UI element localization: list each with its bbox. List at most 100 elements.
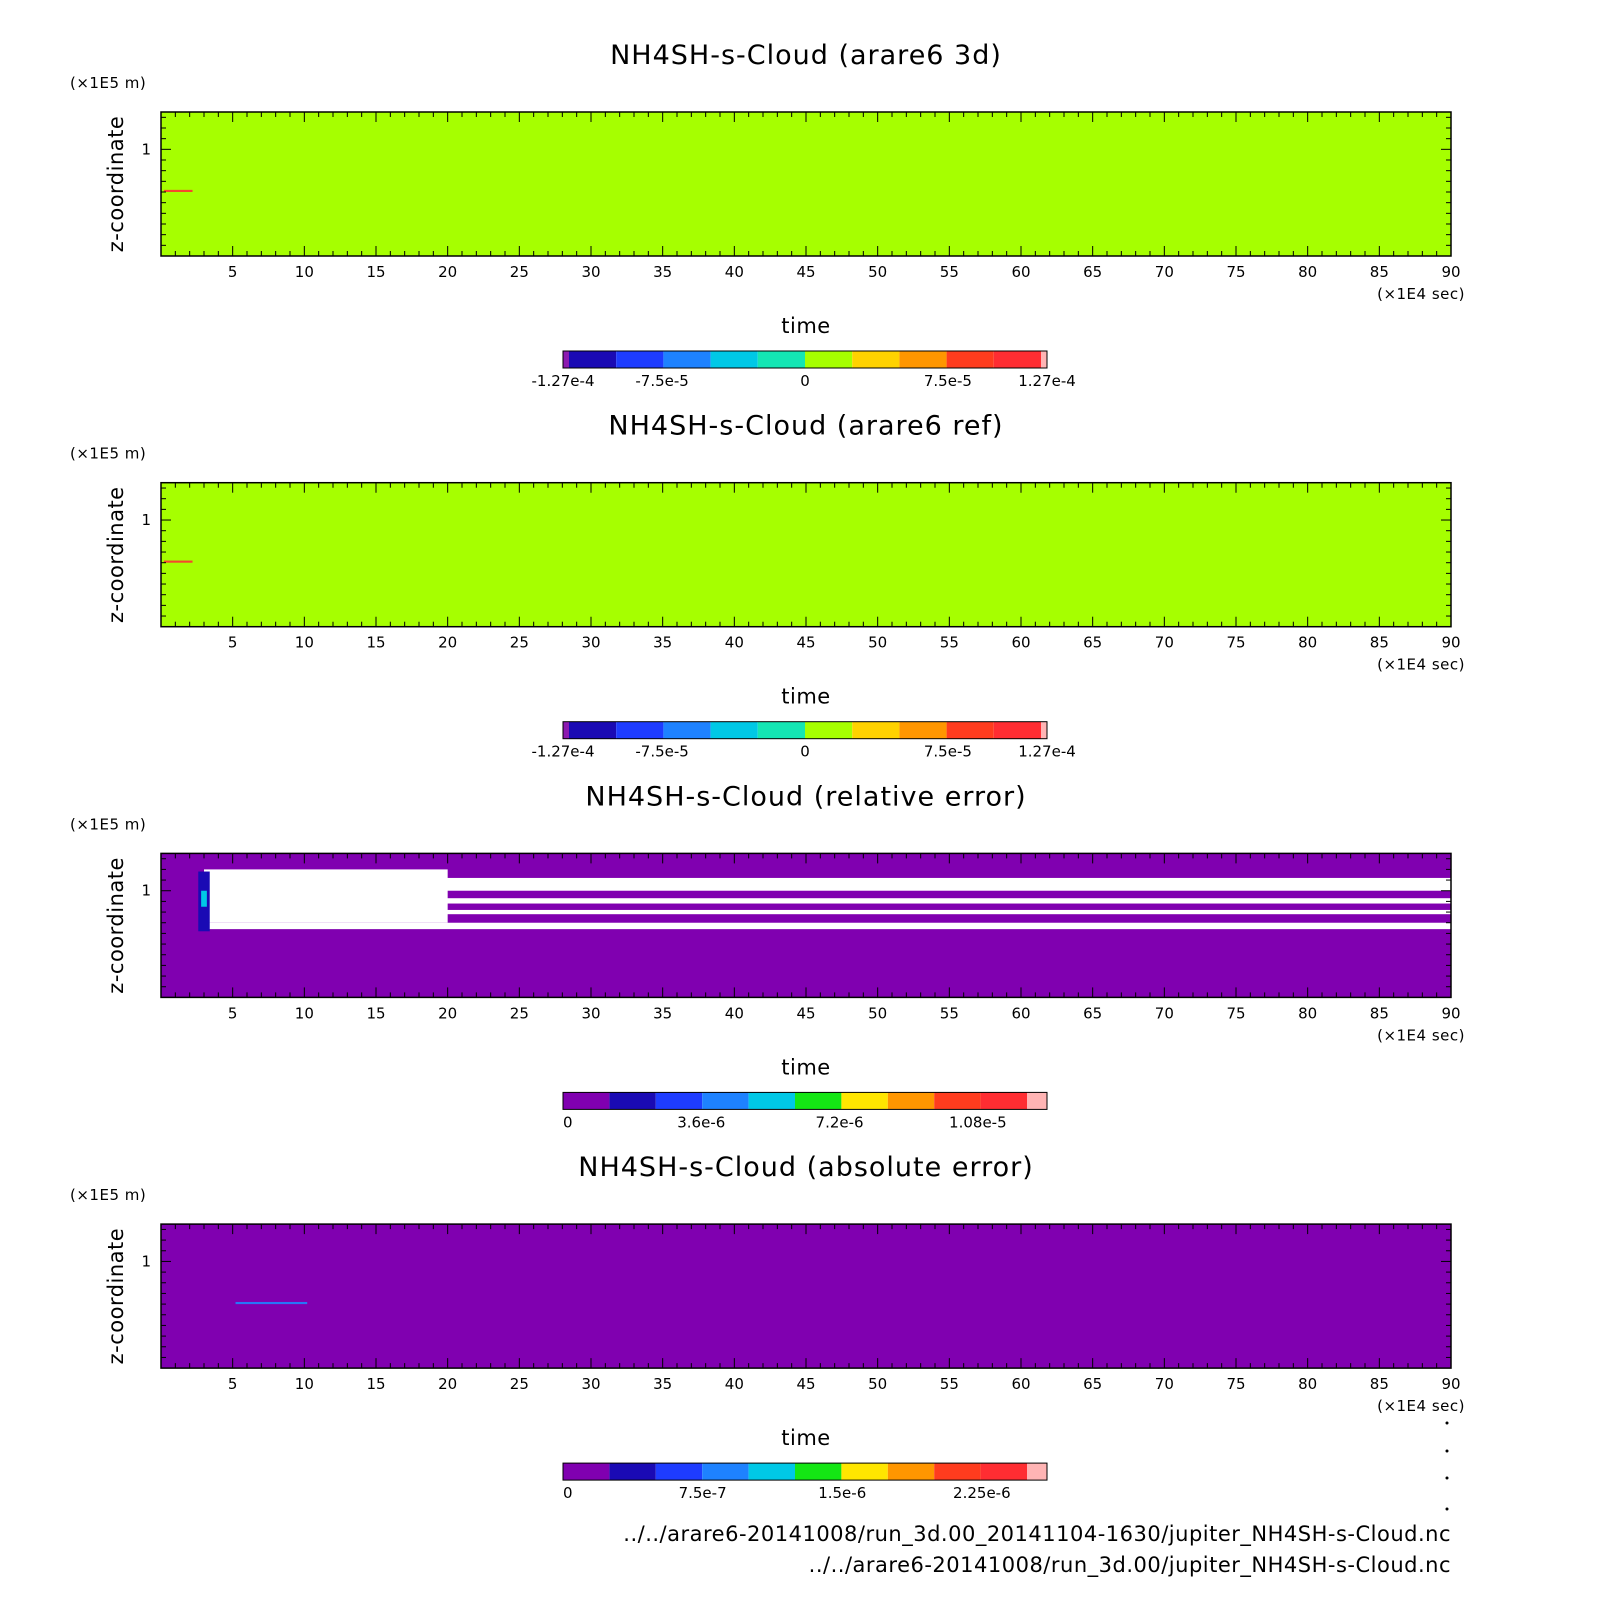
- colorbar-label: -1.27e-4: [532, 372, 595, 390]
- colorbar-swatch: [609, 1092, 656, 1110]
- data-region-1: [163, 560, 193, 563]
- x-tick-label: 85: [1370, 1375, 1389, 1393]
- colorbar-swatch: [934, 1463, 981, 1481]
- colorbar-swatch: [748, 1092, 795, 1110]
- x-unit-label: (×1E4 sec): [1377, 1397, 1465, 1415]
- y-unit-label: (×1E5 m): [70, 1186, 146, 1204]
- colorbar-swatch: [1041, 351, 1047, 368]
- x-tick-label: 50: [868, 634, 887, 652]
- colorbar-label: 1.27e-4: [1018, 372, 1076, 390]
- colorbar-swatch: [993, 351, 1041, 368]
- colorbar-swatch: [841, 1463, 888, 1481]
- x-tick-label: 5: [228, 263, 238, 281]
- x-tick-label: 65: [1083, 1375, 1102, 1393]
- x-tick-label: 75: [1226, 1004, 1245, 1022]
- x-tick-label: 75: [1226, 634, 1245, 652]
- panel-3: NH4SH-s-Cloud (relative error) (×1E5 m) z-…: [70, 781, 1465, 1131]
- x-tick-label: 40: [725, 634, 744, 652]
- x-tick-label: 25: [510, 1004, 529, 1022]
- colorbar-swatch: [710, 721, 758, 739]
- colorbar-swatch: [887, 1463, 935, 1481]
- x-tick-label: 70: [1155, 634, 1174, 652]
- y-unit-label: (×1E5 m): [70, 815, 146, 833]
- x-tick-label: 80: [1298, 634, 1317, 652]
- x-tick-label: 45: [796, 1004, 815, 1022]
- x-tick-label: 65: [1083, 1004, 1102, 1022]
- x-tick-label: 20: [438, 1004, 457, 1022]
- x-unit-label: (×1E4 sec): [1377, 656, 1465, 674]
- colorbar-swatch: [934, 1092, 981, 1110]
- x-tick-label: 20: [438, 263, 457, 281]
- x-tick-label: 55: [940, 634, 959, 652]
- x-tick-label: 70: [1155, 1375, 1174, 1393]
- colorbar-swatch: [946, 351, 994, 368]
- colorbar-swatch: [852, 351, 900, 368]
- x-tick-label: 40: [725, 1375, 744, 1393]
- y-tick-label: 1: [141, 1252, 151, 1270]
- plot-field: [161, 112, 1451, 256]
- panel-4: NH4SH-s-Cloud (absolute error) (×1E5 m) z-…: [70, 1152, 1465, 1502]
- source-path-2: ../../arare6-20141008/run_3d.00/jupiter_…: [809, 1553, 1451, 1578]
- chart-title: NH4SH-s-Cloud (arare6 3d): [610, 40, 1002, 71]
- x-tick-label: 40: [725, 1004, 744, 1022]
- x-tick-label: 20: [438, 634, 457, 652]
- colorbar-label: 0: [563, 1113, 573, 1131]
- source-path-1: ../../arare6-20141008/run_3d.00_20141104…: [623, 1522, 1451, 1547]
- colorbar-swatch: [757, 721, 805, 739]
- colorbar-label: -7.5e-5: [635, 743, 688, 761]
- y-axis-label: z-coordinate: [104, 116, 128, 253]
- x-axis-label: time: [781, 1426, 830, 1450]
- colorbar-swatch: [702, 1092, 749, 1110]
- colorbar-label: 1.27e-4: [1018, 743, 1076, 761]
- x-tick-label: 5: [228, 1375, 238, 1393]
- x-tick-label: 30: [581, 1004, 600, 1022]
- x-tick-label: 60: [1011, 1004, 1030, 1022]
- y-tick-label: 1: [141, 140, 151, 158]
- colorbar-swatch: [710, 351, 758, 368]
- colorbar-swatch: [655, 1092, 703, 1110]
- x-tick-label: 90: [1441, 1375, 1460, 1393]
- x-tick-label: 40: [725, 263, 744, 281]
- colorbar-swatch: [1027, 1092, 1047, 1110]
- chart-title: NH4SH-s-Cloud (absolute error): [578, 1152, 1033, 1183]
- colorbar-label: 7.5e-7: [679, 1484, 727, 1502]
- x-tick-label: 70: [1155, 263, 1174, 281]
- x-tick-label: 85: [1370, 634, 1389, 652]
- x-tick-label: 60: [1011, 263, 1030, 281]
- x-tick-label: 15: [366, 634, 385, 652]
- x-tick-label: 65: [1083, 263, 1102, 281]
- colorbar-swatch: [569, 351, 617, 368]
- data-region-7: [201, 890, 207, 907]
- x-tick-label: 15: [366, 1375, 385, 1393]
- colorbar-frame: [562, 721, 1048, 740]
- x-axis-label: time: [781, 314, 830, 338]
- x-tick-label: 80: [1298, 263, 1317, 281]
- y-tick-label: 1: [141, 511, 151, 529]
- x-axis-label: time: [781, 685, 830, 709]
- colorbar-label: 1.08e-5: [949, 1113, 1007, 1131]
- data-region-4: [201, 898, 1452, 904]
- x-tick-label: 60: [1011, 1375, 1030, 1393]
- x-tick-label: 30: [581, 1375, 600, 1393]
- colorbar-label: 7.5e-5: [924, 743, 972, 761]
- x-tick-label: 90: [1441, 263, 1460, 281]
- colorbar-swatch: [563, 351, 569, 368]
- colorbar-swatch: [563, 1092, 610, 1110]
- x-tick-label: 60: [1011, 634, 1030, 652]
- x-tick-label: 20: [438, 1375, 457, 1393]
- x-tick-label: 55: [940, 1375, 959, 1393]
- colorbar-label: 7.5e-5: [924, 372, 972, 390]
- x-tick-label: 75: [1226, 263, 1245, 281]
- x-tick-label: 35: [653, 1375, 672, 1393]
- data-region-1: [163, 189, 193, 192]
- panel-2: NH4SH-s-Cloud (arare6 ref) (×1E5 m) z-coor…: [70, 411, 1465, 761]
- x-tick-label: 90: [1441, 634, 1460, 652]
- colorbar-label: 3.6e-6: [677, 1113, 725, 1131]
- colorbar-swatch: [899, 721, 947, 739]
- colorbar-swatch: [980, 1092, 1027, 1110]
- colorbar-label: -7.5e-5: [635, 372, 688, 390]
- y-unit-label: (×1E5 m): [70, 445, 146, 463]
- colorbar-swatch: [655, 1463, 703, 1481]
- colorbar-swatch: [1027, 1463, 1047, 1481]
